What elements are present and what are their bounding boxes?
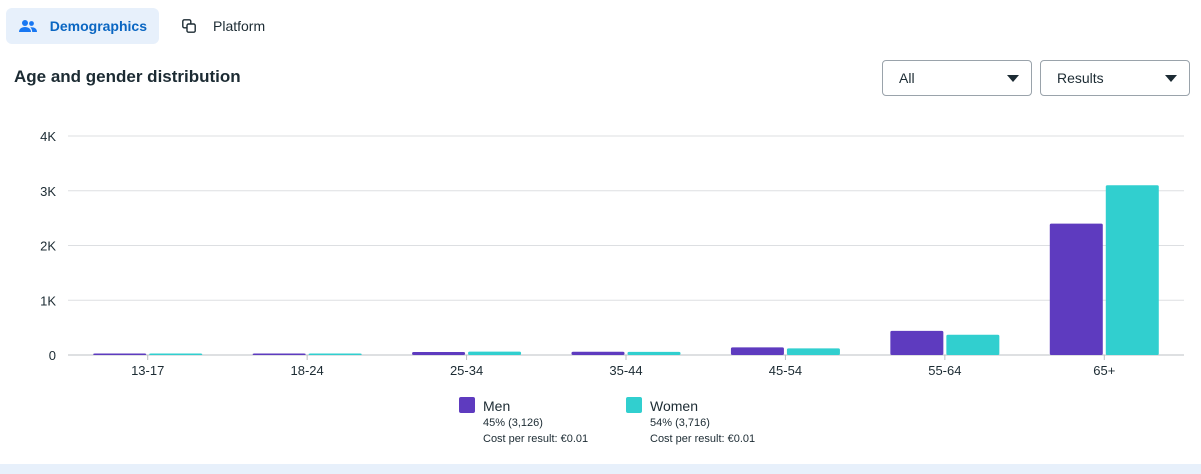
metric-dropdown[interactable]: Results <box>1040 60 1190 96</box>
legend-swatch-women <box>626 397 642 413</box>
tab-label: Demographics <box>49 18 147 34</box>
tab-bar: Demographics Platform <box>6 8 277 44</box>
people-icon <box>18 16 38 36</box>
bar-men-18-24 <box>252 353 306 355</box>
bar-men-13-17 <box>93 353 147 355</box>
x-tick-label: 18-24 <box>291 363 324 378</box>
bar-women-45-54 <box>786 348 840 355</box>
x-tick-label: 35-44 <box>609 363 642 378</box>
age-gender-bar-chart: 0 1K 2K 3K 4K 13-17 18-24 25-34 35-44 45-54 55-64 6… <box>40 129 1184 378</box>
section-title: Age and gender distribution <box>14 67 241 86</box>
legend-swatch-men <box>459 397 475 413</box>
x-tick-label: 25-34 <box>450 363 483 378</box>
footer-strip <box>0 464 1201 474</box>
tab-label: Platform <box>213 18 266 34</box>
metric-dropdown-value: Results <box>1057 70 1104 86</box>
bar-men-65+ <box>1049 223 1103 355</box>
bar-women-65+ <box>1105 185 1159 355</box>
legend-share: 45% (3,126) <box>483 417 543 429</box>
bar-women-55-64 <box>946 334 1000 355</box>
caret-down-icon <box>1165 75 1177 82</box>
bar-men-45-54 <box>730 347 784 355</box>
chart-legend: Men 45% (3,126) Cost per result: €0.01 W… <box>459 397 793 447</box>
y-tick-label: 1K <box>40 293 56 308</box>
bar-women-25-34 <box>468 351 522 355</box>
x-tick-label: 13-17 <box>131 363 164 378</box>
bar-men-55-64 <box>890 330 944 355</box>
legend-name: Women <box>650 398 698 414</box>
y-tick-label: 3K <box>40 184 56 199</box>
y-tick-label: 2K <box>40 239 56 254</box>
x-tick-label: 55-64 <box>928 363 961 378</box>
bar-women-18-24 <box>308 353 362 355</box>
audience-dropdown-value: All <box>899 70 915 86</box>
legend-name: Men <box>483 398 511 414</box>
bar-women-35-44 <box>627 351 681 355</box>
legend-share: 54% (3,716) <box>650 417 710 429</box>
bar-men-35-44 <box>571 351 625 355</box>
legend-cost: Cost per result: €0.01 <box>650 433 756 445</box>
bar-women-13-17 <box>149 353 203 355</box>
copy-icon <box>179 16 199 36</box>
tab-platform[interactable]: Platform <box>167 8 277 44</box>
legend-cost: Cost per result: €0.01 <box>483 433 589 445</box>
legend-item-men[interactable]: Men 45% (3,126) Cost per result: €0.01 <box>459 397 626 447</box>
x-tick-label: 65+ <box>1093 363 1115 378</box>
caret-down-icon <box>1007 75 1019 82</box>
x-tick-label: 45-54 <box>769 363 802 378</box>
y-tick-label: 0 <box>49 348 56 363</box>
legend-item-women[interactable]: Women 54% (3,716) Cost per result: €0.01 <box>626 397 793 447</box>
tab-demographics[interactable]: Demographics <box>6 8 159 44</box>
audience-dropdown[interactable]: All <box>882 60 1032 96</box>
bar-men-25-34 <box>412 351 466 355</box>
y-tick-label: 4K <box>40 129 56 144</box>
